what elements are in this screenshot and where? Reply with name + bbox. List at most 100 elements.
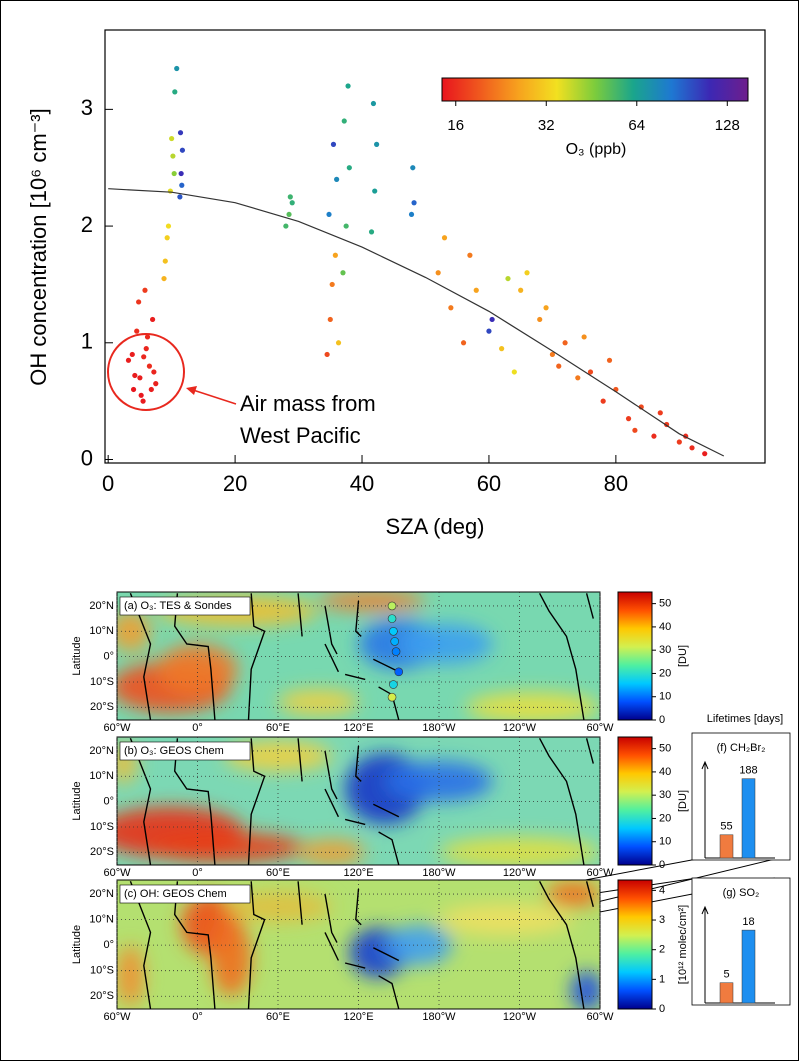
y-tick-label: 0° bbox=[103, 651, 114, 663]
coastline bbox=[538, 880, 585, 1009]
data-point bbox=[343, 223, 349, 229]
highlight-circle bbox=[107, 333, 185, 411]
colorbar-tick-label: 30 bbox=[659, 789, 671, 801]
colorbar-tick-label: 3 bbox=[659, 914, 665, 926]
field-blob bbox=[465, 692, 600, 720]
bar bbox=[741, 929, 756, 1004]
y-tick-label: 20°S bbox=[90, 846, 114, 858]
data-point bbox=[326, 211, 332, 218]
x-tick-label: 40 bbox=[350, 471, 374, 496]
data-point bbox=[505, 275, 511, 282]
data-point bbox=[499, 346, 505, 352]
y-axis-label: Latitude bbox=[71, 636, 83, 675]
data-point bbox=[562, 340, 568, 346]
x-tick-label: 60°W bbox=[103, 722, 131, 734]
data-point bbox=[132, 372, 138, 379]
x-tick-label: 180°W bbox=[422, 1011, 456, 1023]
sonde bbox=[387, 601, 397, 611]
data-point bbox=[162, 258, 168, 264]
data-point bbox=[286, 211, 292, 218]
data-point bbox=[287, 194, 293, 200]
data-point bbox=[518, 287, 524, 293]
data-point bbox=[324, 351, 330, 358]
data-point bbox=[524, 270, 530, 276]
sonde bbox=[391, 647, 401, 656]
colorbar-tick-label: 0 bbox=[659, 1003, 665, 1015]
coastline bbox=[538, 737, 585, 865]
map-title: (b) O₃: GEOS Chem bbox=[124, 745, 224, 757]
x-tick-label: 0° bbox=[192, 722, 203, 734]
annotation: Air mass from bbox=[240, 391, 376, 416]
y-tick-label: 10°N bbox=[89, 625, 114, 637]
sonde bbox=[390, 637, 400, 646]
value-label: 55 bbox=[720, 821, 732, 833]
coastline bbox=[355, 745, 362, 782]
data-point bbox=[161, 275, 167, 282]
data-point bbox=[575, 375, 581, 381]
y-tick-label: 0° bbox=[103, 939, 114, 951]
x-tick-label: 60 bbox=[477, 471, 501, 496]
data-point bbox=[556, 363, 562, 369]
map-blobs bbox=[117, 740, 600, 865]
data-point bbox=[179, 147, 186, 153]
x-tick-label: 120°W bbox=[503, 1011, 537, 1023]
data-point bbox=[486, 328, 492, 334]
x-tick-label: 120°E bbox=[343, 722, 373, 734]
x-tick-label: 120°W bbox=[503, 722, 537, 734]
x-tick-label: 60°W bbox=[103, 1011, 131, 1023]
data-point bbox=[408, 211, 415, 218]
data-point bbox=[581, 334, 587, 340]
data-point bbox=[134, 328, 140, 334]
data-point bbox=[283, 223, 289, 229]
colorbar-tick-label: 64 bbox=[628, 117, 645, 134]
y-axis-label: Latitude bbox=[71, 925, 83, 964]
field-blob bbox=[439, 837, 600, 865]
x-tick-label: 60°E bbox=[266, 867, 290, 879]
data-point bbox=[435, 270, 441, 276]
coastline bbox=[378, 975, 400, 1009]
field-blob bbox=[143, 832, 305, 863]
coastline bbox=[247, 881, 266, 1009]
coastline bbox=[297, 881, 303, 925]
coastline bbox=[324, 605, 338, 655]
coastline bbox=[378, 831, 400, 865]
data-point bbox=[125, 357, 132, 363]
data-point bbox=[141, 354, 147, 360]
data-point bbox=[410, 165, 416, 171]
colorbar-label: [DU] bbox=[677, 790, 689, 812]
y-tick-label: 3 bbox=[81, 95, 93, 120]
y-tick-label: 1 bbox=[81, 329, 93, 354]
y-tick-label: 10°S bbox=[90, 676, 114, 688]
coastline bbox=[355, 888, 362, 926]
supertitle: Lifetimes [days] bbox=[707, 713, 783, 725]
x-tick-label: 0° bbox=[192, 1011, 203, 1023]
data-point bbox=[346, 165, 352, 171]
x-tick-label: 60°W bbox=[586, 867, 614, 879]
data-point bbox=[543, 305, 549, 311]
data-point bbox=[340, 270, 346, 276]
coastline bbox=[173, 881, 216, 1009]
data-point bbox=[148, 386, 154, 393]
x-tick-label: 120°E bbox=[343, 867, 373, 879]
data-point bbox=[467, 252, 473, 258]
data-point bbox=[657, 410, 663, 416]
data-point bbox=[632, 427, 638, 433]
x-tick-label: 60°E bbox=[266, 722, 290, 734]
data-point bbox=[374, 141, 380, 147]
data-point bbox=[689, 445, 695, 451]
coastline bbox=[173, 593, 216, 720]
x-tick-label: 60°W bbox=[586, 722, 614, 734]
data-point bbox=[165, 223, 172, 229]
coastline bbox=[344, 818, 366, 826]
y-tick-label: 10°N bbox=[89, 914, 114, 926]
coastline bbox=[372, 947, 400, 962]
sonde bbox=[389, 680, 398, 689]
data-point bbox=[170, 153, 176, 159]
data-point bbox=[448, 305, 454, 311]
data-point bbox=[129, 351, 135, 358]
data-point bbox=[702, 451, 708, 457]
y-tick-label: 0 bbox=[81, 445, 93, 470]
x-tick-label: 60°W bbox=[586, 1011, 614, 1023]
data-point bbox=[178, 170, 184, 177]
